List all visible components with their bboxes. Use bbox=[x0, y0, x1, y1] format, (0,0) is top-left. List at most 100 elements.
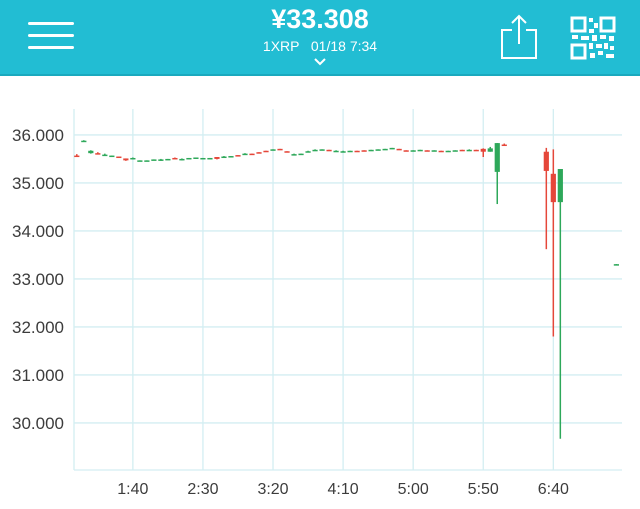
candle-up bbox=[494, 143, 500, 205]
candle-up bbox=[305, 150, 311, 153]
candle-body bbox=[291, 154, 297, 156]
candle-body bbox=[543, 151, 549, 171]
y-tick-label: 32.000 bbox=[12, 318, 64, 337]
candle-down bbox=[284, 151, 290, 153]
candle-down bbox=[361, 150, 367, 152]
candle-down bbox=[438, 150, 444, 153]
candle-down bbox=[116, 156, 122, 159]
candle-body bbox=[333, 150, 339, 153]
candlestick-chart[interactable]: 36.000 35.000 34.000 33.000 32.000 31.000 30.0… bbox=[0, 76, 640, 509]
candle-body bbox=[424, 150, 430, 152]
candle-body bbox=[263, 150, 269, 153]
candles bbox=[74, 140, 619, 439]
candle-body bbox=[438, 150, 444, 153]
qr-code-icon[interactable] bbox=[570, 16, 616, 60]
candle-body bbox=[270, 149, 276, 151]
x-tick-label: 5:00 bbox=[398, 481, 429, 498]
hamburger-menu-icon[interactable] bbox=[28, 22, 74, 52]
candle-body bbox=[207, 157, 213, 160]
candle-body bbox=[354, 150, 360, 153]
candle-body bbox=[249, 153, 255, 156]
candle-body bbox=[473, 149, 479, 152]
candle-down bbox=[354, 150, 360, 153]
candle-body bbox=[130, 157, 136, 160]
candle-body bbox=[347, 150, 353, 153]
candle-body bbox=[179, 158, 185, 161]
candle-body bbox=[494, 143, 500, 172]
pair-and-timestamp[interactable]: 1XRP 01/18 7:34 bbox=[262, 38, 378, 54]
candle-up bbox=[165, 158, 171, 161]
share-icon[interactable] bbox=[500, 14, 538, 60]
candle-body bbox=[242, 153, 248, 156]
candle-up bbox=[368, 149, 374, 152]
current-price: ¥33.308 bbox=[271, 4, 369, 34]
candle-body bbox=[137, 160, 143, 162]
candle-down bbox=[249, 153, 255, 156]
candle-body bbox=[88, 150, 94, 154]
candle-up bbox=[445, 150, 451, 153]
candle-body bbox=[200, 157, 206, 160]
candle-up bbox=[375, 149, 381, 151]
y-tick-label: 30.000 bbox=[12, 414, 64, 433]
candle-body bbox=[95, 153, 101, 155]
candle-up bbox=[291, 153, 297, 156]
candle-up bbox=[389, 147, 395, 150]
candle-up bbox=[312, 149, 318, 152]
candle-down bbox=[424, 150, 430, 152]
candle-up bbox=[158, 158, 164, 161]
candle-body bbox=[326, 149, 332, 152]
candle-up bbox=[270, 149, 276, 151]
candle-body bbox=[368, 149, 374, 152]
candle-down bbox=[550, 149, 556, 337]
candle-down bbox=[473, 149, 479, 152]
x-tick-label: 4:10 bbox=[328, 481, 359, 498]
candle-up bbox=[613, 264, 619, 266]
candle-up bbox=[410, 150, 416, 152]
candle-body bbox=[466, 149, 472, 152]
candle-body bbox=[123, 158, 129, 161]
candle-body bbox=[445, 150, 451, 153]
chevron-down-icon[interactable] bbox=[312, 56, 328, 68]
candle-body bbox=[312, 149, 318, 152]
candle-up bbox=[228, 156, 234, 158]
grid bbox=[73, 109, 622, 471]
candle-down bbox=[256, 152, 262, 154]
y-tick-label: 35.000 bbox=[12, 174, 64, 193]
candle-body bbox=[165, 158, 171, 161]
candle-body bbox=[144, 160, 150, 162]
candle-up bbox=[130, 157, 136, 160]
candle-up bbox=[347, 150, 353, 153]
candle-down bbox=[403, 150, 409, 152]
candle-up bbox=[452, 150, 458, 152]
candle-up bbox=[242, 153, 248, 156]
candle-body bbox=[193, 157, 199, 159]
candle-body bbox=[277, 148, 283, 151]
candle-body bbox=[158, 159, 164, 161]
app-header: ¥33.308 1XRP 01/18 7:34 bbox=[0, 0, 640, 76]
candle-up bbox=[193, 157, 199, 159]
candle-up bbox=[88, 150, 94, 154]
candle-body bbox=[375, 149, 381, 151]
candle-body bbox=[613, 264, 619, 266]
candle-body bbox=[186, 157, 192, 160]
candle-body bbox=[431, 150, 437, 152]
candle-up bbox=[102, 153, 108, 157]
candle-body bbox=[256, 152, 262, 154]
candle-up bbox=[81, 140, 87, 143]
candle-body bbox=[403, 150, 409, 152]
candle-body bbox=[102, 154, 108, 157]
candle-body bbox=[396, 148, 402, 151]
candle-up bbox=[200, 157, 206, 160]
candle-body bbox=[487, 148, 493, 152]
candle-up bbox=[179, 158, 185, 161]
candle-body bbox=[501, 144, 507, 147]
candle-down bbox=[74, 154, 80, 158]
candle-down bbox=[123, 158, 129, 161]
candle-body bbox=[74, 155, 80, 158]
y-tick-label: 31.000 bbox=[12, 366, 64, 385]
candle-body bbox=[319, 149, 325, 151]
candle-up bbox=[109, 155, 115, 158]
x-tick-label: 3:20 bbox=[257, 481, 288, 498]
candle-down bbox=[235, 155, 241, 157]
x-axis-labels: 1:40 2:30 3:20 4:10 5:00 5:50 6:40 bbox=[117, 481, 569, 498]
